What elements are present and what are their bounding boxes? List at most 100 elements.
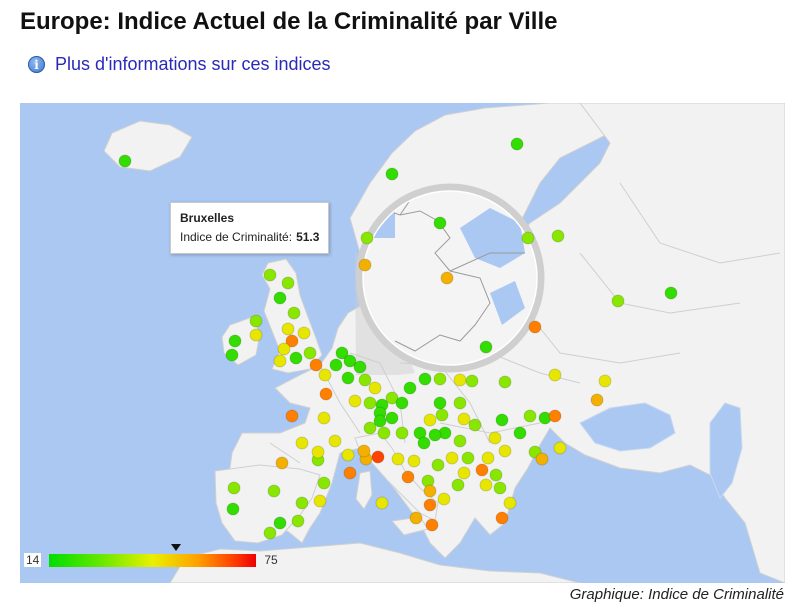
city-marker[interactable] xyxy=(535,452,549,466)
city-marker[interactable] xyxy=(488,431,502,445)
city-marker[interactable] xyxy=(273,291,287,305)
city-marker[interactable] xyxy=(363,396,377,410)
city-marker[interactable] xyxy=(493,481,507,495)
city-marker[interactable] xyxy=(228,334,242,348)
more-info-link[interactable]: Plus d'informations sur ces indices xyxy=(55,54,331,74)
city-marker[interactable] xyxy=(551,229,565,243)
city-marker[interactable] xyxy=(598,374,612,388)
city-marker[interactable] xyxy=(373,414,387,428)
city-marker[interactable] xyxy=(275,456,289,470)
city-marker[interactable] xyxy=(249,314,263,328)
city-marker[interactable] xyxy=(263,268,277,282)
city-marker[interactable] xyxy=(548,409,562,423)
city-marker[interactable] xyxy=(385,391,399,405)
city-marker[interactable] xyxy=(353,360,367,374)
city-marker[interactable] xyxy=(329,358,343,372)
city-marker[interactable] xyxy=(590,393,604,407)
city-marker[interactable] xyxy=(118,154,132,168)
city-marker[interactable] xyxy=(523,409,537,423)
city-marker[interactable] xyxy=(513,426,527,440)
city-marker[interactable] xyxy=(317,411,331,425)
city-marker[interactable] xyxy=(285,409,299,423)
city-marker[interactable] xyxy=(295,436,309,450)
city-marker[interactable] xyxy=(226,502,240,516)
city-marker[interactable] xyxy=(611,294,625,308)
city-marker[interactable] xyxy=(548,368,562,382)
city-marker[interactable] xyxy=(475,463,489,477)
city-marker[interactable] xyxy=(297,326,311,340)
city-marker[interactable] xyxy=(461,451,475,465)
city-marker[interactable] xyxy=(453,434,467,448)
city-marker[interactable] xyxy=(358,373,372,387)
city-marker[interactable] xyxy=(417,436,431,450)
city-marker[interactable] xyxy=(465,374,479,388)
info-icon[interactable]: i xyxy=(28,56,45,73)
city-marker[interactable] xyxy=(281,322,295,336)
city-marker[interactable] xyxy=(498,375,512,389)
city-marker[interactable] xyxy=(391,452,405,466)
city-marker[interactable] xyxy=(328,434,342,448)
city-marker[interactable] xyxy=(318,368,332,382)
city-marker[interactable] xyxy=(395,396,409,410)
city-marker[interactable] xyxy=(273,516,287,530)
city-marker[interactable] xyxy=(363,421,377,435)
city-marker[interactable] xyxy=(317,476,331,490)
city-marker[interactable] xyxy=(295,496,309,510)
city-marker[interactable] xyxy=(277,342,291,356)
city-marker[interactable] xyxy=(341,448,355,462)
map-canvas[interactable] xyxy=(20,103,785,583)
city-marker[interactable] xyxy=(263,526,277,540)
city-marker[interactable] xyxy=(445,451,459,465)
city-marker[interactable] xyxy=(289,351,303,365)
city-marker[interactable] xyxy=(495,413,509,427)
city-marker[interactable] xyxy=(348,394,362,408)
city-marker[interactable] xyxy=(479,340,493,354)
city-marker[interactable] xyxy=(285,334,299,348)
city-marker[interactable] xyxy=(521,231,535,245)
city-marker[interactable] xyxy=(433,216,447,230)
city-marker[interactable] xyxy=(457,412,471,426)
city-marker[interactable] xyxy=(377,426,391,440)
city-marker[interactable] xyxy=(435,408,449,422)
city-marker[interactable] xyxy=(273,354,287,368)
city-marker[interactable] xyxy=(407,454,421,468)
city-marker[interactable] xyxy=(409,511,423,525)
city-marker[interactable] xyxy=(498,444,512,458)
city-marker[interactable] xyxy=(503,496,517,510)
city-marker[interactable] xyxy=(425,518,439,532)
city-marker[interactable] xyxy=(401,470,415,484)
city-marker[interactable] xyxy=(287,306,301,320)
city-marker[interactable] xyxy=(360,231,374,245)
city-marker[interactable] xyxy=(453,373,467,387)
city-marker[interactable] xyxy=(343,466,357,480)
city-marker[interactable] xyxy=(395,426,409,440)
city-marker[interactable] xyxy=(495,511,509,525)
city-marker[interactable] xyxy=(418,372,432,386)
city-marker[interactable] xyxy=(403,381,417,395)
city-marker[interactable] xyxy=(423,498,437,512)
city-marker[interactable] xyxy=(368,381,382,395)
city-marker[interactable] xyxy=(358,258,372,272)
city-marker[interactable] xyxy=(291,514,305,528)
city-marker[interactable] xyxy=(664,286,678,300)
city-marker[interactable] xyxy=(457,466,471,480)
city-marker[interactable] xyxy=(528,320,542,334)
city-marker[interactable] xyxy=(227,481,241,495)
city-marker[interactable] xyxy=(225,348,239,362)
city-marker[interactable] xyxy=(267,484,281,498)
city-marker[interactable] xyxy=(357,444,371,458)
city-marker[interactable] xyxy=(249,328,263,342)
city-marker[interactable] xyxy=(311,445,325,459)
crime-index-map[interactable] xyxy=(20,103,785,583)
city-marker[interactable] xyxy=(319,387,333,401)
city-marker[interactable] xyxy=(433,372,447,386)
city-marker[interactable] xyxy=(335,346,349,360)
city-marker[interactable] xyxy=(343,354,357,368)
city-marker[interactable] xyxy=(481,451,495,465)
city-marker[interactable] xyxy=(341,371,355,385)
city-marker[interactable] xyxy=(309,358,323,372)
city-marker[interactable] xyxy=(423,413,437,427)
city-marker[interactable] xyxy=(303,346,317,360)
city-marker[interactable] xyxy=(385,167,399,181)
city-marker[interactable] xyxy=(451,478,465,492)
